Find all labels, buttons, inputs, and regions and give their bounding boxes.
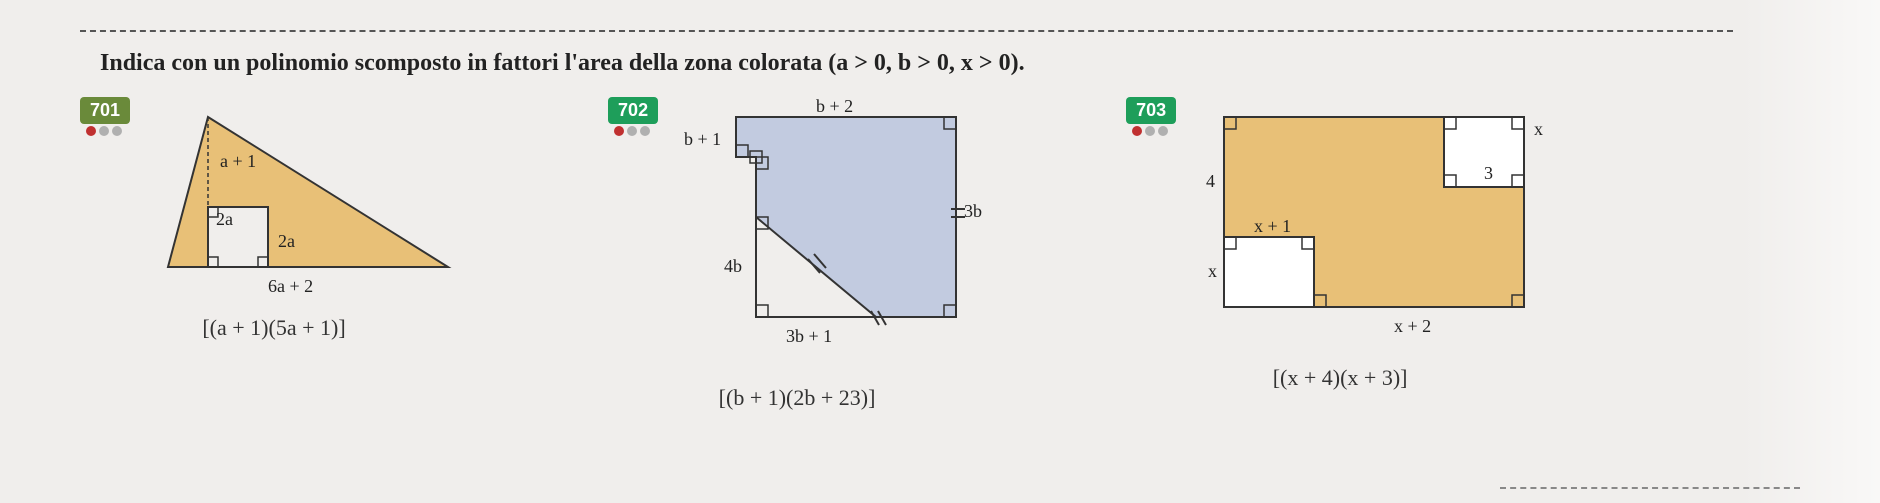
top-divider [80, 30, 1733, 32]
label-2a-w: 2a [278, 231, 295, 251]
label-x-plus-1: x + 1 [1254, 216, 1291, 236]
figure-702: b + 2 b + 1 3b + 5 4b 3b + 1 [676, 97, 986, 367]
label-3b-plus-5: 3b + 5 [964, 201, 986, 221]
label-x-plus-2: x + 2 [1394, 316, 1431, 336]
badge-703: 703 [1126, 97, 1176, 136]
figure-701: a + 1 2a 2a 6a + 2 [148, 97, 468, 297]
label-4b: 4b [724, 256, 742, 276]
problem-number: 701 [80, 97, 130, 124]
bottom-divider [1500, 487, 1800, 489]
label-x-tr: x [1534, 119, 1543, 139]
answer-702: [(b + 1)(2b + 23)] [719, 385, 876, 411]
label-2a-h: 2a [216, 209, 233, 229]
label-4: 4 [1206, 171, 1215, 191]
difficulty-dot [614, 126, 624, 136]
label-x-bl: x [1208, 261, 1217, 281]
difficulty-dot [1132, 126, 1142, 136]
difficulty-dot [99, 126, 109, 136]
difficulty-dot [640, 126, 650, 136]
badge-702: 702 [608, 97, 658, 136]
instruction-text: Indica con un polinomio scomposto in fat… [100, 50, 1820, 77]
answer-703: [(x + 4)(x + 3)] [1273, 365, 1408, 391]
difficulty-dots [1132, 126, 1168, 136]
difficulty-dots [614, 126, 650, 136]
problems-row: 701 a + 1 2a 2a [80, 97, 1820, 411]
difficulty-dot [627, 126, 637, 136]
problem-701: 701 a + 1 2a 2a [80, 97, 468, 341]
problem-703: 703 [1126, 97, 1554, 391]
badge-701: 701 [80, 97, 130, 136]
page: Indica con un polinomio scomposto in fat… [0, 0, 1880, 503]
difficulty-dot [86, 126, 96, 136]
label-b-plus-2: b + 2 [816, 97, 853, 116]
problem-number: 703 [1126, 97, 1176, 124]
difficulty-dot [1158, 126, 1168, 136]
figure-703: x 3 4 x + 1 x x + 2 [1194, 97, 1554, 347]
difficulty-dot [1145, 126, 1155, 136]
label-3b-plus-1: 3b + 1 [786, 326, 832, 346]
problem-number: 702 [608, 97, 658, 124]
problem-702: 702 [608, 97, 986, 411]
difficulty-dot [112, 126, 122, 136]
page-edge-light [1740, 0, 1880, 503]
difficulty-dots [86, 126, 122, 136]
label-b-plus-1: b + 1 [684, 129, 721, 149]
label-3: 3 [1484, 163, 1493, 183]
label-base: 6a + 2 [268, 276, 313, 296]
label-a-plus-1: a + 1 [220, 151, 256, 171]
answer-701: [(a + 1)(5a + 1)] [202, 315, 345, 341]
